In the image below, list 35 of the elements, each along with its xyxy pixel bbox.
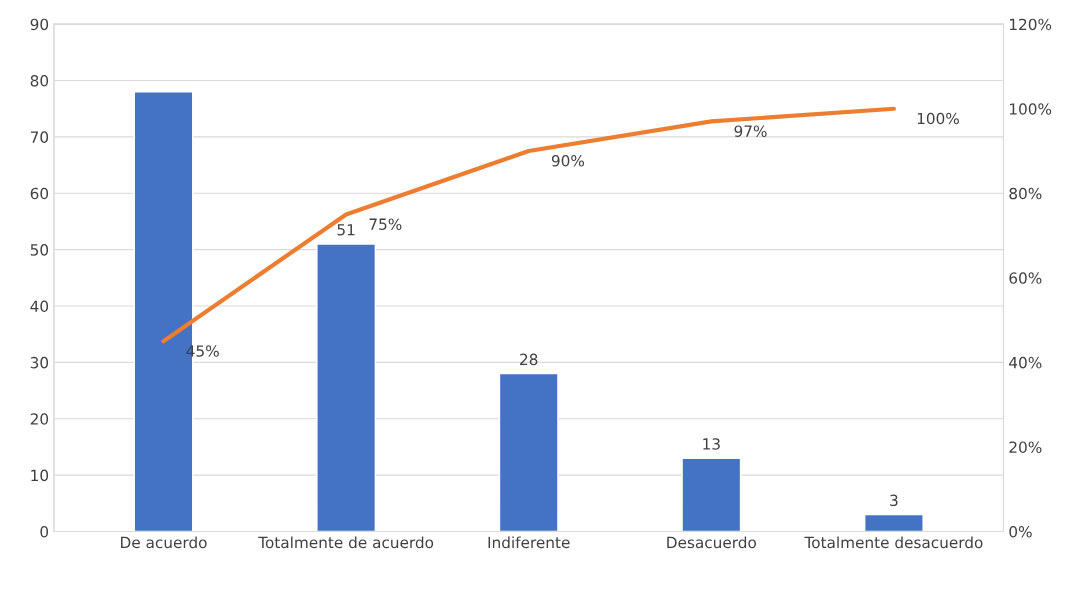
bar	[498, 372, 559, 532]
data-label: 75%	[369, 218, 402, 230]
x-tick-label: Totalmente de acuerdo	[258, 536, 434, 549]
data-label: 100%	[917, 112, 959, 125]
x-tick-label: Indiferente	[488, 536, 570, 549]
y2-tick-label: 80%	[1009, 187, 1042, 200]
data-label: 90%	[551, 154, 585, 167]
y-tick-label: 10	[31, 469, 49, 482]
y2-tick-label: 60%	[1009, 272, 1042, 284]
x-tick-label: De acuerdo	[121, 536, 207, 549]
y-tick-label: 20	[30, 413, 49, 425]
x-tick-label: Totalmente desacuerdo	[804, 536, 983, 549]
y2-tick-label: 20%	[1009, 441, 1042, 453]
y2-tick-label: 40%	[1009, 356, 1042, 369]
y2-tick-label: 0%	[1009, 525, 1032, 538]
data-label: 28	[520, 353, 538, 366]
data-label: 97%	[734, 125, 767, 137]
bar	[316, 243, 377, 532]
line-series	[161, 106, 896, 344]
data-label: 51	[337, 224, 355, 236]
y-tick-label: 90	[30, 18, 49, 31]
data-label: 3	[890, 494, 898, 507]
y-tick-label: 30	[30, 356, 49, 369]
data-label: 13	[703, 438, 720, 450]
y-tick-label: 70	[30, 131, 49, 143]
x-tick-label: Desacuerdo	[667, 536, 756, 549]
bar	[681, 457, 742, 532]
y-tick-label: 40	[30, 300, 49, 313]
y2-tick-label: 100%	[1010, 103, 1052, 115]
y-tick-label: 80	[30, 75, 49, 87]
bar	[863, 513, 924, 532]
y-tick-label: 0	[40, 525, 49, 538]
y-tick-label: 60	[30, 187, 49, 200]
y-tick-label: 50	[30, 244, 49, 256]
y2-tick-label: 120%	[1010, 18, 1052, 31]
